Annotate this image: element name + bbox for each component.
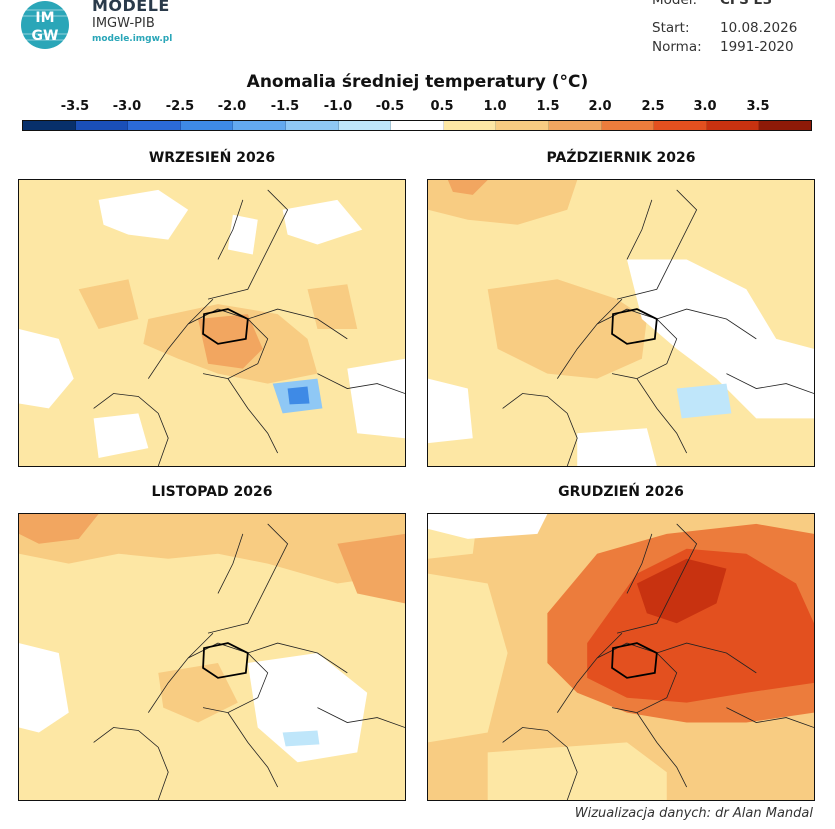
- model-label: Model:: [652, 0, 698, 8]
- brand-name: MODELE: [92, 0, 170, 15]
- legend-tick: -3.5: [60, 99, 90, 114]
- neutral-area: [98, 189, 189, 240]
- panel-title-december: GRUDZIEŃ 2026: [558, 484, 684, 500]
- start-label: Start:: [652, 20, 690, 36]
- cool-anomaly-area: [676, 383, 732, 419]
- color-bar-segment: [338, 121, 392, 130]
- warm-anomaly-area: [487, 279, 647, 379]
- color-bar-segment: [391, 121, 444, 130]
- neutral-area: [577, 428, 657, 466]
- neutral-area: [19, 328, 74, 409]
- poland-outline: [202, 308, 249, 345]
- warm-anomaly-area: [636, 558, 727, 624]
- logo-text-bottom: GW: [32, 28, 59, 44]
- legend-tick: 3.5: [746, 99, 770, 114]
- warm-anomaly-area: [307, 284, 358, 329]
- start-value: 10.08.2026: [720, 20, 798, 36]
- warm-anomaly-area: [337, 533, 405, 604]
- legend-tick: -3.0: [112, 99, 142, 114]
- model-value: CFS E3: [720, 0, 773, 8]
- warm-anomaly-area: [19, 514, 99, 544]
- color-bar-segment: [548, 121, 602, 130]
- neutral-area: [626, 259, 814, 419]
- color-bar-segment: [654, 121, 707, 130]
- legend-tick: -2.5: [165, 99, 195, 114]
- legend-tick: 3.0: [693, 99, 717, 114]
- poland-outline: [611, 308, 658, 345]
- color-bar-segment: [443, 121, 497, 130]
- logo-circle-icon: IM GW: [21, 1, 69, 49]
- color-bar-segment: [601, 121, 655, 130]
- color-bar-segment: [285, 121, 339, 130]
- legend-tick: 1.0: [483, 99, 507, 114]
- data-credit: Wizualizacja danych: dr Alan Mandal: [574, 806, 813, 821]
- imgw-logo: IM GW MODELE IMGW-PIB modele.imgw.pl: [20, 0, 190, 52]
- norm-label: Norma:: [652, 39, 702, 55]
- color-bar-segment: [75, 121, 129, 130]
- color-bar-segment: [180, 121, 234, 130]
- country-borders: [93, 189, 405, 466]
- map-panel-december: [427, 513, 815, 801]
- poland-outline: [611, 642, 658, 679]
- color-bar-segment: [759, 121, 811, 130]
- organization-name: IMGW-PIB: [92, 16, 155, 31]
- anomaly-map-september: [19, 180, 405, 466]
- neutral-area: [19, 643, 69, 733]
- neutral-area: [428, 378, 473, 444]
- legend-tick: 0.5: [430, 99, 454, 114]
- logo-text-top: IM: [35, 10, 54, 26]
- neutral-area: [93, 413, 149, 459]
- color-bar-segment: [23, 121, 76, 130]
- legend-tick: -1.5: [270, 99, 300, 114]
- anomaly-map-october: [428, 180, 814, 466]
- legend-ticks: -3.5 -3.0 -2.5 -2.0 -1.5 -1.0 -0.5 0.5 1…: [0, 99, 835, 117]
- country-borders: [93, 523, 405, 800]
- website-link[interactable]: modele.imgw.pl: [92, 34, 173, 44]
- cool-anomaly-area: [282, 730, 320, 747]
- warm-anomaly-area: [19, 514, 405, 584]
- neutral-area: [428, 514, 548, 539]
- neutral-area: [247, 653, 368, 763]
- poland-outline: [202, 642, 249, 679]
- legend-tick: 1.5: [536, 99, 560, 114]
- map-panel-october: [427, 179, 815, 467]
- color-bar-segment: [128, 121, 181, 130]
- country-borders: [502, 523, 814, 800]
- color-bar-segment: [706, 121, 760, 130]
- legend-tick: 2.0: [588, 99, 612, 114]
- anomaly-map-november: [19, 514, 405, 800]
- legend-tick: 2.5: [641, 99, 665, 114]
- neutral-area: [282, 199, 363, 245]
- legend-tick: -0.5: [375, 99, 405, 114]
- panel-title-november: LISTOPAD 2026: [151, 484, 273, 500]
- map-panel-november: [18, 513, 406, 801]
- anomaly-map-december: [428, 514, 814, 800]
- color-bar: [22, 120, 812, 131]
- warm-anomaly-area: [447, 180, 488, 195]
- neutral-area: [227, 214, 258, 255]
- legend-tick: -2.0: [217, 99, 247, 114]
- cool-anomaly-area: [287, 386, 310, 405]
- norm-value: 1991-2020: [720, 39, 794, 55]
- color-bar-segment: [233, 121, 286, 130]
- legend-tick: -1.0: [323, 99, 353, 114]
- color-bar-segment: [496, 121, 549, 130]
- map-panel-september: [18, 179, 406, 467]
- warm-anomaly-area: [428, 573, 508, 743]
- panel-title-september: WRZESIEŃ 2026: [148, 150, 276, 166]
- neutral-area: [347, 358, 405, 439]
- panel-title-october: PAŹDZIERNIK 2026: [546, 150, 696, 166]
- country-borders: [502, 189, 814, 466]
- warm-anomaly-area: [78, 279, 139, 329]
- chart-title: Anomalia średniej temperatury (°C): [246, 72, 589, 92]
